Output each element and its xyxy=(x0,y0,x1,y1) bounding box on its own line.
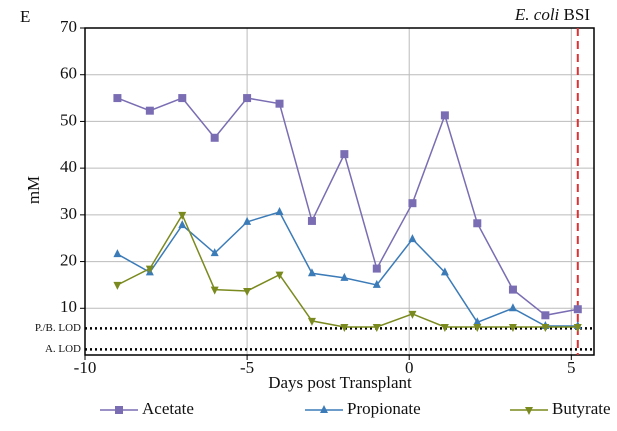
point xyxy=(210,286,219,295)
legend-marker xyxy=(525,407,533,415)
y-axis-label: mM xyxy=(24,176,43,204)
point xyxy=(372,323,381,332)
point xyxy=(210,248,219,257)
x-tick-label: 0 xyxy=(405,358,414,377)
series-line xyxy=(117,211,578,327)
y-tick-label: 10 xyxy=(60,297,77,316)
event-label: E. coli BSI xyxy=(514,5,590,24)
legend-label: Butyrate xyxy=(552,399,611,418)
point xyxy=(243,288,252,297)
point xyxy=(408,234,417,243)
point xyxy=(541,311,550,320)
x-tick-label: -5 xyxy=(240,358,254,377)
y-tick-label: 70 xyxy=(60,17,77,36)
point xyxy=(113,281,122,290)
point xyxy=(145,265,154,274)
point xyxy=(113,94,122,103)
y-tick-label: 40 xyxy=(60,157,77,176)
legend-marker xyxy=(320,405,328,413)
point xyxy=(573,323,582,332)
point xyxy=(473,323,482,332)
point xyxy=(340,323,349,332)
point xyxy=(243,216,252,225)
legend-label: Propionate xyxy=(347,399,421,418)
panel-label: E xyxy=(20,7,30,26)
point xyxy=(178,94,187,103)
plot-frame xyxy=(84,27,595,356)
point xyxy=(408,310,417,319)
point xyxy=(408,199,417,208)
point xyxy=(440,267,449,276)
point xyxy=(307,268,316,277)
point xyxy=(508,303,517,312)
point xyxy=(473,317,482,326)
point xyxy=(307,317,316,326)
point xyxy=(113,249,122,258)
point xyxy=(372,264,381,273)
legend-label: Acetate xyxy=(142,399,194,418)
y-tick-label: 50 xyxy=(60,110,77,129)
lod-label: P./B. LOD xyxy=(35,322,81,334)
point xyxy=(275,99,284,108)
point xyxy=(541,323,550,332)
point xyxy=(340,150,349,159)
point xyxy=(275,207,284,216)
point xyxy=(440,323,449,332)
y-tick-label: 60 xyxy=(60,64,77,83)
point xyxy=(340,272,349,281)
lod-label: A. LOD xyxy=(45,343,81,355)
y-tick-label: 20 xyxy=(60,250,77,269)
y-tick-label: 30 xyxy=(60,204,77,223)
point xyxy=(508,285,517,294)
event-label-italic: E. coli xyxy=(514,5,560,24)
point xyxy=(178,211,187,220)
event-label-text: BSI xyxy=(564,5,591,24)
point xyxy=(145,106,154,115)
point xyxy=(573,305,582,314)
x-axis-label: Days post Transplant xyxy=(268,373,412,392)
point xyxy=(178,220,187,229)
point xyxy=(372,279,381,288)
x-tick-label: 5 xyxy=(567,358,576,377)
x-tick-label: -10 xyxy=(74,358,97,377)
point xyxy=(243,94,252,103)
point xyxy=(210,133,219,142)
point xyxy=(440,111,449,120)
point xyxy=(508,323,517,332)
series-line xyxy=(117,97,578,317)
point xyxy=(473,219,482,228)
point xyxy=(275,271,284,280)
legend-marker xyxy=(115,406,123,414)
point xyxy=(307,216,316,225)
